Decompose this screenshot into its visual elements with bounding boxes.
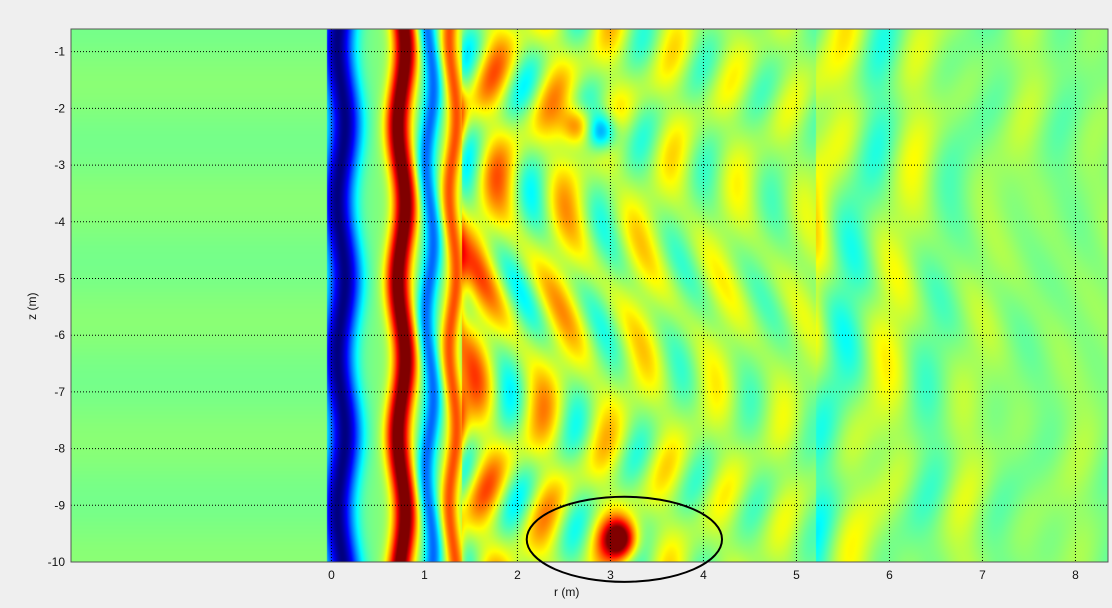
x-tick-label: 4 bbox=[700, 568, 707, 582]
y-tick-label: -1 bbox=[54, 45, 65, 59]
y-tick-label: -3 bbox=[54, 158, 65, 172]
x-tick-label: 1 bbox=[421, 568, 428, 582]
x-tick-label: 7 bbox=[979, 568, 986, 582]
grid-lines bbox=[70, 28, 1109, 563]
y-tick-label: -5 bbox=[54, 271, 65, 285]
x-tick-label: 0 bbox=[328, 568, 335, 582]
y-tick-label: -9 bbox=[54, 498, 65, 512]
tick-labels: -1 -2 -3 -4 -5 -6 -7 -8 -9 -10 0 1 2 3 4 5 6 7 8 bbox=[48, 45, 1079, 582]
x-tick-label: 5 bbox=[793, 568, 800, 582]
axes-frame bbox=[70, 28, 1109, 563]
x-tick-label: 8 bbox=[1072, 568, 1079, 582]
x-tick-label: 6 bbox=[886, 568, 893, 582]
x-tick-label: 3 bbox=[607, 568, 614, 582]
y-tick-label: -4 bbox=[54, 215, 65, 229]
annotation-ellipse bbox=[525, 495, 724, 583]
y-tick-label: -10 bbox=[48, 555, 66, 569]
y-axis-label: z (m) bbox=[25, 292, 39, 319]
y-tick-label: -2 bbox=[54, 101, 65, 115]
heatmap-plot-area bbox=[71, 29, 1108, 562]
x-axis-label: r (m) bbox=[554, 585, 579, 599]
x-tick-label: 2 bbox=[514, 568, 521, 582]
y-tick-label: -7 bbox=[54, 385, 65, 399]
y-tick-label: -6 bbox=[54, 328, 65, 342]
y-tick-label: -8 bbox=[54, 442, 65, 456]
